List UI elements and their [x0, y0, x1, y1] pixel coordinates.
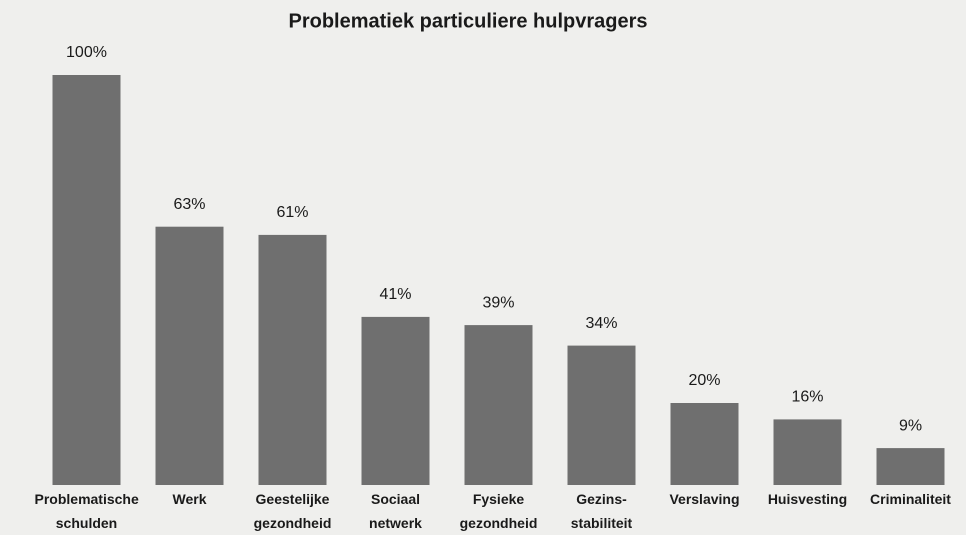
category-label: Werk [172, 491, 207, 507]
bar [567, 345, 636, 485]
bar [52, 75, 121, 485]
bar [258, 234, 327, 485]
bar [464, 325, 533, 485]
bar [876, 448, 945, 485]
category-label: Verslaving [669, 491, 740, 507]
value-label: 9% [899, 417, 922, 434]
value-label: 34% [585, 315, 617, 332]
category-label: Geestelijke gezondheid [253, 491, 332, 531]
category-label: Huisvesting [767, 491, 848, 507]
value-label: 39% [482, 294, 514, 311]
value-label: 63% [173, 196, 205, 213]
category-label: Sociaal netwerk [369, 491, 422, 531]
category-label: Criminaliteit [870, 491, 951, 507]
bar [155, 226, 224, 485]
value-label: 61% [276, 204, 308, 221]
value-label: 41% [379, 286, 411, 303]
bar [773, 419, 842, 485]
bar [361, 316, 430, 485]
bar [670, 403, 739, 485]
value-label: 20% [688, 372, 720, 389]
value-label: 100% [66, 44, 107, 61]
category-label: Gezins-stabiliteit [570, 491, 633, 531]
chart-title: Problematiek particuliere hulpvragers [288, 10, 647, 32]
category-label: Fysieke gezondheid [459, 491, 538, 531]
category-label: Problematische schulden [34, 491, 139, 531]
value-label: 16% [791, 389, 823, 406]
